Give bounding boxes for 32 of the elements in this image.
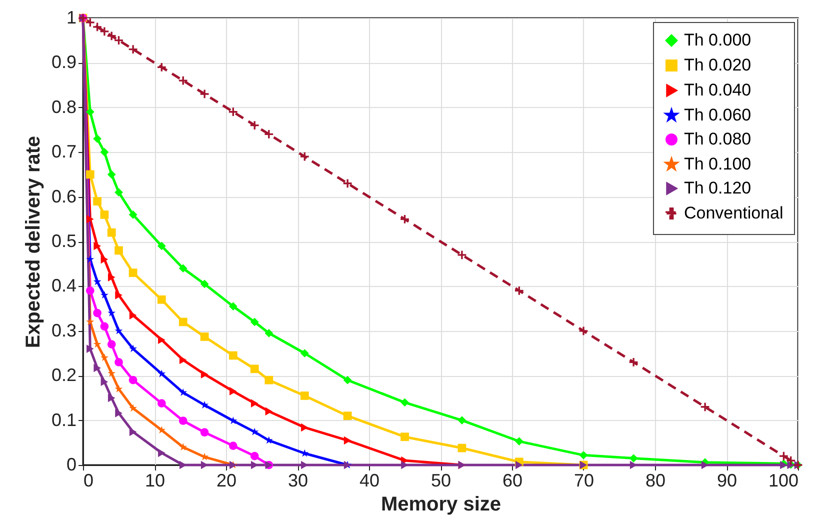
y-tick-label: 0.3 — [51, 320, 76, 340]
x-axis-title: Memory size — [380, 494, 502, 516]
legend-label: Th 0.080 — [684, 130, 752, 148]
y-tick-label: 0.1 — [51, 410, 76, 430]
x-tick-label: 100 — [768, 470, 798, 490]
x-tick-label: 30 — [288, 470, 308, 490]
x-tick-label: 50 — [430, 470, 452, 490]
y-tick-label: 0 — [66, 454, 76, 474]
y-tick-label: 0.4 — [51, 276, 76, 296]
legend-label: Th 0.100 — [684, 154, 752, 174]
x-tick-label: 70 — [574, 470, 594, 490]
x-tick-label: 90 — [716, 470, 738, 490]
y-tick-label: 0.7 — [51, 142, 76, 162]
y-tick-label: 0.8 — [51, 96, 76, 117]
legend-label: Th 0.060 — [684, 106, 752, 124]
x-tick-label: 0 — [84, 470, 94, 490]
y-tick-label: 1 — [66, 8, 76, 28]
x-tick-label: 80 — [645, 470, 666, 490]
x-tick-label: 60 — [502, 470, 523, 490]
legend-label: Th 0.120 — [684, 178, 752, 198]
y-tick-label: 0.6 — [51, 186, 76, 206]
y-tick-label: 0.9 — [51, 52, 76, 72]
x-tick-label: 20 — [216, 470, 237, 490]
y-tick-label: 0.5 — [51, 231, 76, 251]
legend-label: Conventional — [684, 204, 784, 222]
legend-label: Th 0.000 — [684, 30, 752, 50]
legend-label: Th 0.040 — [684, 80, 752, 100]
y-tick-label: 0.2 — [51, 365, 76, 386]
y-axis-title: Expected delivery rate — [22, 136, 44, 348]
x-tick-label: 40 — [359, 470, 380, 490]
legend-label: Th 0.020 — [684, 56, 752, 74]
x-tick-label: 10 — [144, 470, 166, 490]
